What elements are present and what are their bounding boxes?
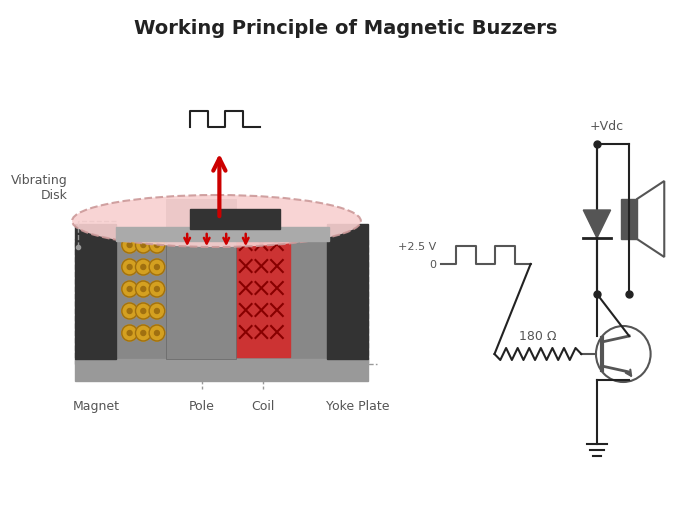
- Bar: [116, 230, 327, 359]
- Circle shape: [155, 265, 159, 270]
- Circle shape: [136, 281, 151, 297]
- Circle shape: [136, 325, 151, 341]
- Circle shape: [127, 265, 132, 270]
- Circle shape: [141, 309, 146, 314]
- Circle shape: [136, 260, 151, 275]
- Circle shape: [155, 243, 159, 248]
- Text: Vibrating
Disk: Vibrating Disk: [10, 174, 68, 201]
- Circle shape: [141, 243, 146, 248]
- Circle shape: [127, 243, 132, 248]
- Text: Magnet: Magnet: [73, 399, 120, 412]
- Circle shape: [155, 331, 159, 336]
- Bar: [327, 225, 368, 359]
- Bar: [118, 231, 166, 358]
- Text: 0: 0: [429, 260, 436, 270]
- Text: Yoke Plate: Yoke Plate: [326, 399, 389, 412]
- Bar: [116, 228, 329, 241]
- Circle shape: [136, 237, 151, 254]
- Circle shape: [122, 237, 138, 254]
- Bar: [166, 199, 236, 359]
- Bar: [190, 210, 280, 230]
- Bar: [75, 225, 116, 359]
- Ellipse shape: [72, 195, 361, 247]
- Text: +Vdc: +Vdc: [590, 120, 624, 133]
- Circle shape: [149, 237, 165, 254]
- Circle shape: [149, 260, 165, 275]
- Text: Working Principle of Magnetic Buzzers: Working Principle of Magnetic Buzzers: [134, 19, 557, 37]
- Circle shape: [122, 304, 138, 319]
- Circle shape: [141, 265, 146, 270]
- Circle shape: [127, 309, 132, 314]
- Circle shape: [127, 331, 132, 336]
- Circle shape: [155, 309, 159, 314]
- Circle shape: [149, 325, 165, 341]
- Bar: [75, 359, 368, 381]
- Text: +2.5 V: +2.5 V: [398, 241, 436, 251]
- Polygon shape: [583, 211, 611, 238]
- Circle shape: [127, 287, 132, 292]
- Circle shape: [141, 287, 146, 292]
- Circle shape: [149, 281, 165, 297]
- Bar: [236, 231, 290, 358]
- Circle shape: [155, 287, 159, 292]
- Circle shape: [136, 304, 151, 319]
- Text: Pole: Pole: [189, 399, 215, 412]
- Bar: [622, 199, 637, 239]
- Text: 180 Ω: 180 Ω: [519, 330, 557, 343]
- Circle shape: [122, 325, 138, 341]
- Circle shape: [122, 260, 138, 275]
- Circle shape: [141, 331, 146, 336]
- Circle shape: [149, 304, 165, 319]
- Circle shape: [122, 281, 138, 297]
- Text: Coil: Coil: [252, 399, 275, 412]
